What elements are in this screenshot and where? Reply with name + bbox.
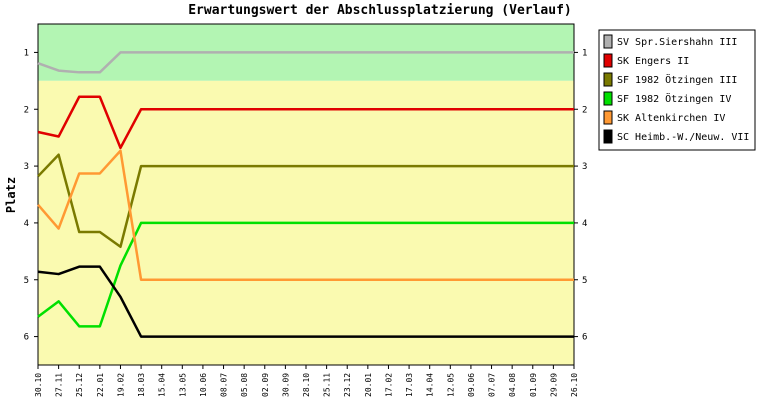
legend-label: SF 1982 Ötzingen IV: [617, 92, 731, 105]
x-tick-label: 30.09: [281, 373, 290, 397]
legend-label: SV Spr.Siershahn III: [617, 37, 737, 48]
y-tick-label: 1: [24, 48, 29, 58]
series-line: [37, 51, 574, 74]
y-tick-label: 2: [24, 105, 29, 115]
y-tick-label: 6: [24, 333, 29, 343]
legend-label: SF 1982 Ötzingen III: [617, 73, 737, 86]
x-tick-label: 30.10: [34, 373, 43, 397]
y-axis-label: Platz: [4, 177, 18, 213]
y-tick-label-right: 4: [582, 219, 587, 229]
x-tick-label: 15.04: [158, 373, 167, 397]
legend-swatch: [603, 91, 613, 106]
legend-swatch: [603, 34, 613, 49]
y-tick-label-right: 6: [582, 333, 587, 343]
x-tick-label: 04.08: [508, 373, 517, 397]
series-line: [37, 95, 574, 150]
legend-swatch: [603, 53, 613, 68]
x-tick-label: 12.05: [446, 373, 455, 397]
x-tick-label: 02.09: [261, 373, 270, 397]
series-line: [37, 149, 574, 281]
y-tick-label-right: 2: [582, 105, 587, 115]
x-tick-label: 25.12: [75, 373, 84, 397]
y-tick-label: 3: [24, 162, 29, 172]
x-tick-label: 20.01: [364, 373, 373, 397]
x-tick-label: 07.07: [488, 373, 497, 397]
x-tick-label: 25.11: [323, 373, 332, 397]
y-tick-label: 4: [24, 219, 29, 229]
y-tick-label-right: 5: [582, 276, 587, 286]
legend-label: SK Engers II: [617, 56, 689, 67]
x-tick-label: 18.03: [137, 373, 146, 397]
x-tick-label: 10.06: [199, 373, 208, 397]
x-tick-label: 23.12: [343, 373, 352, 397]
x-tick-label: 22.01: [96, 373, 105, 397]
legend-label: SK Altenkirchen IV: [617, 113, 725, 124]
legend-label: SC Heimb.-W./Neuw. VII: [617, 132, 749, 143]
x-tick-label: 27.11: [55, 373, 64, 397]
series-line: [37, 221, 574, 328]
chart-title: Erwartungswert der Abschlussplatzierung …: [188, 3, 572, 18]
x-tick-label: 13.05: [178, 373, 187, 397]
legend-swatch: [603, 110, 613, 125]
x-tick-label: 08.07: [220, 373, 229, 397]
y-tick-label-right: 1: [582, 48, 587, 58]
legend-swatch: [603, 72, 613, 87]
series-line: [37, 153, 574, 249]
legend-swatch: [603, 129, 613, 144]
y-tick-label: 5: [24, 276, 29, 286]
x-tick-label: 26.10: [570, 373, 579, 397]
x-tick-label: 09.06: [467, 373, 476, 397]
y-tick-label-right: 3: [582, 162, 587, 172]
x-tick-label: 28.10: [302, 373, 311, 397]
x-tick-label: 19.02: [116, 373, 125, 397]
legend-box: [598, 29, 756, 151]
x-tick-label: 17.03: [405, 373, 414, 397]
series-line: [37, 265, 574, 338]
x-tick-label: 05.08: [240, 373, 249, 397]
x-tick-label: 29.09: [549, 373, 558, 397]
x-tick-label: 01.09: [529, 373, 538, 397]
x-tick-label: 17.02: [384, 373, 393, 397]
x-tick-label: 14.04: [426, 373, 435, 397]
